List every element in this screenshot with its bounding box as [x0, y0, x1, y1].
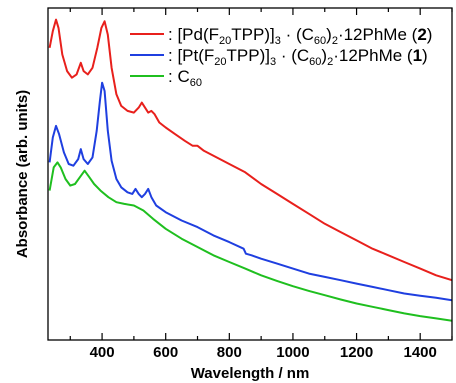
- x-tick-label: 1200: [340, 344, 373, 361]
- series-line-pd: [48, 18, 452, 282]
- x-tick-label: 1000: [276, 344, 309, 361]
- x-tick-label: 1400: [404, 344, 437, 361]
- legend-label-c60: : C60: [168, 67, 202, 89]
- series-line-c60: [48, 161, 452, 322]
- x-axis-ticks: 400 600 800 1000 1200 1400: [69, 8, 453, 361]
- x-axis-label: Wavelength / nm: [191, 365, 310, 382]
- legend: : [Pd(F20TPP)]3 · (C60)2·12PhMe (2): [Pt…: [130, 25, 432, 89]
- x-tick-label: 800: [217, 344, 242, 361]
- series-line-pt: [48, 81, 452, 302]
- plot-area: [48, 18, 452, 322]
- y-axis-label: Absorbance (arb. units): [14, 90, 31, 258]
- x-tick-label: 600: [153, 344, 178, 361]
- legend-label-pt: : [Pt(F20TPP)]3 · (C60)2·12PhMe (1): [168, 46, 428, 68]
- plot-frame: [47, 7, 453, 341]
- x-tick-label: 400: [90, 344, 115, 361]
- legend-label-pd: : [Pd(F20TPP)]3 · (C60)2·12PhMe (2): [168, 25, 432, 47]
